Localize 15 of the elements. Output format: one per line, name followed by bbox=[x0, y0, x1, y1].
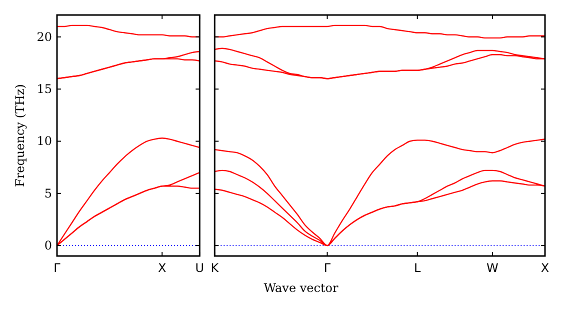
x-tick-label: Γ bbox=[324, 261, 331, 275]
x-tick-label: U bbox=[195, 261, 204, 275]
x-tick-label: X bbox=[158, 261, 166, 275]
y-tick-label: 10 bbox=[36, 134, 52, 148]
x-tick-label: K bbox=[210, 261, 220, 275]
y-tick-label: 5 bbox=[44, 186, 52, 200]
y-axis-title: Frequency (THz) bbox=[13, 84, 27, 187]
x-tick-label: Γ bbox=[54, 261, 61, 275]
x-tick-label: X bbox=[540, 261, 550, 275]
y-tick-label: 0 bbox=[44, 238, 52, 253]
x-tick-label: L bbox=[414, 261, 422, 275]
y-tick-label: 15 bbox=[36, 82, 52, 96]
x-tick-label: W bbox=[486, 261, 499, 275]
y-tick-label: 20 bbox=[36, 30, 52, 44]
x-axis-title: Wave vector bbox=[264, 281, 339, 295]
